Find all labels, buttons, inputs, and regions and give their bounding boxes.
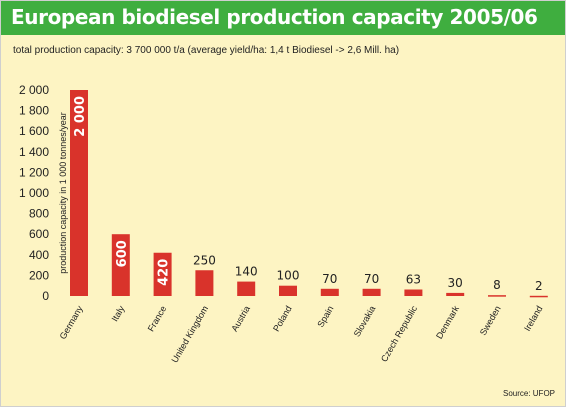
y-axis-label: production capacity in 1 000 tonnes/year <box>58 112 68 274</box>
bar <box>320 288 339 296</box>
y-tick-label: 1 200 <box>19 165 49 179</box>
bar <box>404 289 423 296</box>
category-label: Spain <box>315 304 335 329</box>
category-label: Ireland <box>522 304 544 333</box>
y-tick-label: 400 <box>29 248 49 262</box>
y-tick-label: 1 800 <box>19 104 49 118</box>
bar <box>279 285 297 296</box>
y-tick-label: 1 400 <box>19 145 49 159</box>
bar <box>237 281 256 296</box>
bar <box>70 90 88 296</box>
category-label: Germany <box>58 304 85 341</box>
bar <box>446 292 465 296</box>
bar-value-label: 70 <box>364 272 379 286</box>
bar-value-label: 2 <box>535 279 543 293</box>
bar <box>488 295 506 297</box>
y-tick-label: 600 <box>29 227 49 241</box>
bar-value-label: 420 <box>157 259 172 286</box>
bar-value-label: 100 <box>277 269 300 283</box>
category-label: France <box>146 304 169 333</box>
bar <box>529 295 548 298</box>
y-tick-label: 0 <box>42 289 49 303</box>
chart-subtitle: total production capacity: 3 700 000 t/a… <box>13 45 400 56</box>
category-label: Sweden <box>478 304 503 337</box>
category-label: Czech Republic <box>379 304 419 364</box>
bar <box>153 252 172 296</box>
title-bar: European biodiesel production capacity 2… <box>1 1 565 35</box>
bar-value-label: 2 000 <box>73 96 88 137</box>
category-label: Italy <box>110 304 127 324</box>
y-tick-label: 1 600 <box>19 124 49 138</box>
bar-value-label: 63 <box>406 273 421 287</box>
bar-value-label: 250 <box>193 253 216 267</box>
category-label: Slovakia <box>352 304 378 338</box>
bar <box>195 270 214 296</box>
y-tick-label: 200 <box>29 268 49 282</box>
bar-value-label: 70 <box>322 272 337 286</box>
bar-value-label: 8 <box>493 278 501 292</box>
category-label: Denmark <box>434 304 461 341</box>
chart-title: European biodiesel production capacity 2… <box>11 5 538 29</box>
y-tick-label: 2 000 <box>19 83 49 97</box>
bar-value-label: 30 <box>448 276 463 290</box>
category-label: Austria <box>229 304 252 333</box>
bar <box>362 288 381 296</box>
source-note: Source: UFOP <box>502 389 555 398</box>
bar-value-label: 140 <box>235 265 258 279</box>
category-label: United Kingdom <box>169 304 210 364</box>
y-tick-label: 800 <box>29 207 49 221</box>
y-tick-label: 1 000 <box>19 186 49 200</box>
bar <box>111 234 130 296</box>
bar-value-label: 600 <box>115 240 130 267</box>
category-label: Poland <box>271 304 294 333</box>
